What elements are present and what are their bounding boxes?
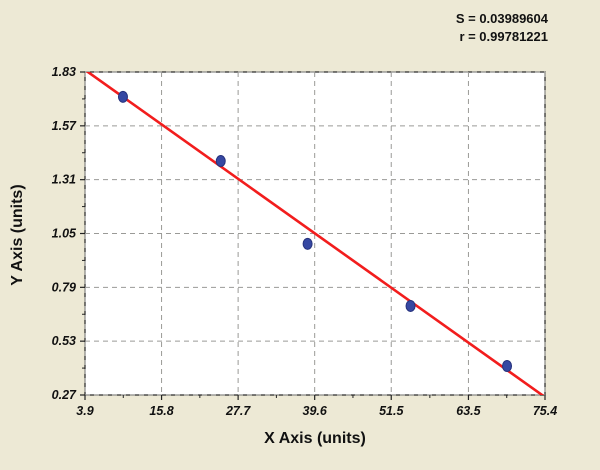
data-point — [215, 155, 226, 168]
x-tick-label: 15.8 — [149, 404, 173, 418]
x-tick-label: 3.9 — [76, 404, 93, 418]
y-tick-label: 0.53 — [52, 334, 76, 348]
y-axis-label: Y Axis (units) — [9, 184, 26, 286]
fit-statistic-r: r = 0.99781221 — [459, 29, 548, 44]
x-tick-label: 63.5 — [456, 404, 481, 418]
y-tick-label: 1.83 — [52, 65, 76, 79]
y-tick-label: 0.27 — [52, 388, 77, 402]
x-tick-label: 51.5 — [379, 404, 404, 418]
fit-statistic-s: S = 0.03989604 — [455, 11, 548, 26]
data-point — [405, 299, 416, 312]
fit-line — [85, 72, 545, 395]
y-tick-label: 1.05 — [52, 227, 77, 241]
data-point — [117, 90, 128, 103]
x-tick-label: 75.4 — [533, 404, 557, 418]
fit-statistics: S = 0.03989604 r = 0.99781221 — [456, 10, 548, 46]
y-tick-label: 1.57 — [52, 119, 77, 133]
data-point — [502, 360, 513, 373]
y-tick-label: 1.31 — [52, 173, 76, 187]
data-point — [302, 237, 313, 250]
x-tick-label: 39.6 — [303, 404, 328, 418]
y-tick-label: 0.79 — [52, 280, 76, 294]
x-tick-label: 27.7 — [225, 404, 251, 418]
x-axis-label: X Axis (units) — [264, 430, 366, 447]
